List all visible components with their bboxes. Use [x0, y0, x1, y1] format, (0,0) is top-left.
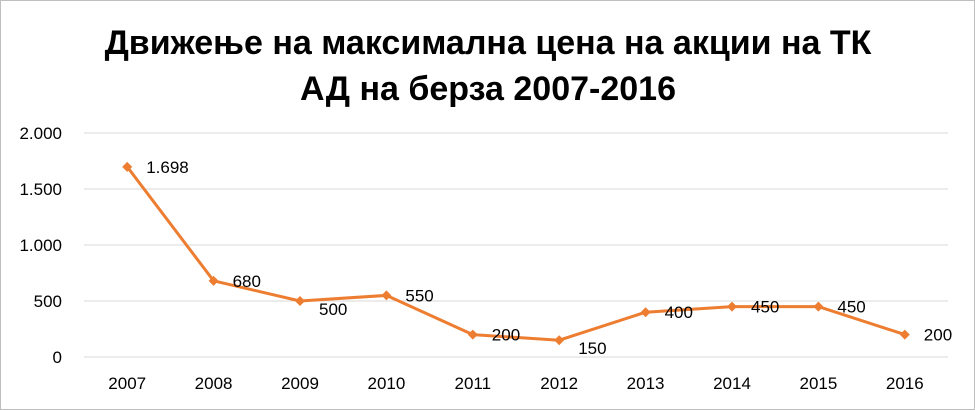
data-label: 500	[319, 300, 347, 319]
y-tick-label: 500	[34, 292, 62, 311]
x-tick-label: 2009	[281, 374, 319, 393]
data-label: 1.698	[146, 158, 189, 177]
data-point-marker	[899, 329, 910, 340]
x-tick-label: 2015	[799, 374, 837, 393]
chart-title-line-1: Движење на максимална цена на акции на Т…	[105, 24, 872, 62]
data-label: 200	[492, 326, 520, 345]
data-label: 400	[665, 303, 693, 322]
data-markers	[122, 161, 910, 346]
x-tick-label: 2011	[455, 374, 492, 393]
x-axis-ticks: 2007 2008 2009 2010 2011 2012 2013 2014 2015 2016	[108, 374, 923, 393]
data-label: 150	[578, 339, 606, 358]
y-tick-label: 0	[53, 348, 62, 367]
data-point-marker	[554, 335, 565, 346]
data-point-marker	[122, 161, 133, 172]
chart-title-line-2: АД на берза 2007-2016	[300, 70, 676, 108]
y-tick-label: 1.500	[19, 180, 62, 199]
y-tick-label: 1.000	[19, 236, 62, 255]
y-tick-label: 2.000	[19, 124, 62, 143]
data-label: 200	[924, 326, 952, 345]
series-line	[126, 165, 906, 342]
x-tick-label: 2010	[367, 374, 405, 393]
data-point-marker	[381, 290, 392, 301]
data-point-marker	[467, 329, 478, 340]
x-tick-label: 2014	[713, 374, 751, 393]
data-point-marker	[208, 275, 219, 286]
data-label: 450	[751, 298, 779, 317]
data-point-marker	[295, 296, 305, 306]
x-tick-label: 2012	[540, 374, 578, 393]
data-point-marker	[640, 307, 651, 318]
data-label: 680	[233, 272, 261, 291]
x-tick-label: 2013	[627, 374, 665, 393]
data-point-marker	[727, 301, 737, 312]
data-point-marker	[813, 301, 824, 312]
data-label: 550	[405, 286, 433, 305]
gridlines	[84, 132, 948, 358]
x-tick-label: 2007	[108, 374, 146, 393]
data-labels: 1.698 680 500 550 200 150 400 450 450 200	[146, 158, 952, 358]
x-tick-label: 2008	[195, 374, 233, 393]
x-tick-label: 2016	[886, 374, 924, 393]
data-label: 450	[837, 298, 865, 317]
series-line-group	[126, 165, 906, 342]
y-axis-ticks: 0 500 1.000 1.500 2.000	[19, 124, 62, 367]
